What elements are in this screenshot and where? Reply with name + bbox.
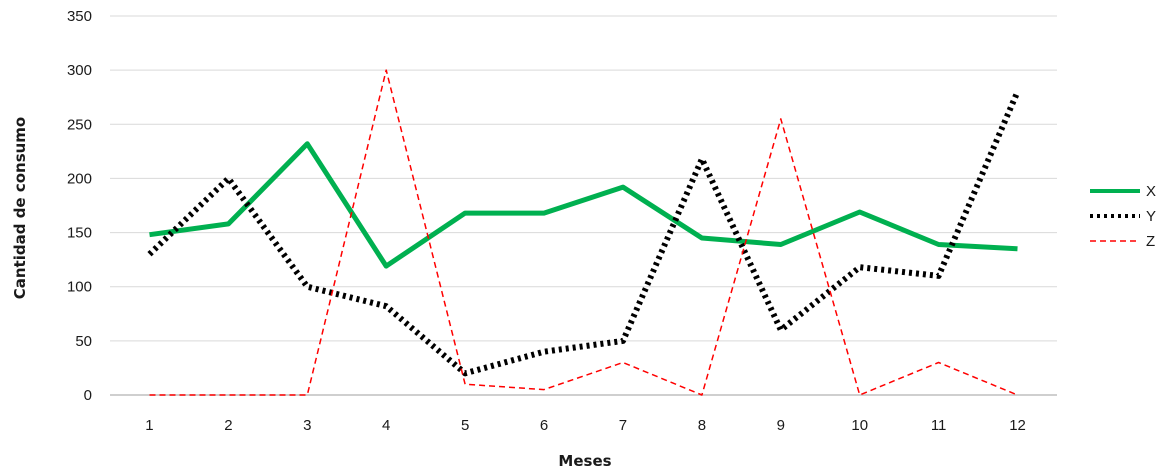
x-tick-label: 7	[619, 417, 627, 434]
data-point-z	[780, 118, 781, 119]
data-point-z	[386, 70, 387, 71]
data-point-x	[544, 213, 545, 214]
data-point-z	[228, 395, 229, 396]
data-point-y	[1017, 91, 1018, 92]
legend: XYZ	[1090, 183, 1156, 250]
data-point-x	[228, 223, 229, 224]
data-point-y	[544, 351, 545, 352]
data-point-z	[149, 395, 150, 396]
data-point-y	[859, 267, 860, 268]
data-point-x	[465, 213, 466, 214]
y-tick-label: 200	[67, 170, 92, 187]
series-lines	[147, 69, 1021, 396]
y-tick-label: 350	[67, 8, 92, 25]
y-tick-label: 0	[84, 387, 92, 404]
data-point-y	[386, 306, 387, 307]
data-point-y	[622, 340, 623, 341]
data-point-z	[1017, 395, 1018, 396]
data-point-x	[1017, 248, 1018, 249]
data-point-y	[307, 286, 308, 287]
data-point-x	[859, 211, 860, 212]
data-point-x	[780, 244, 781, 245]
y-tick-label: 50	[75, 333, 92, 350]
data-point-y	[228, 178, 229, 179]
legend-label-z: Z	[1146, 233, 1155, 250]
y-tick-label: 300	[67, 62, 92, 79]
data-point-x	[149, 234, 150, 235]
x-tick-label: 10	[851, 417, 868, 434]
data-point-y	[149, 254, 150, 255]
data-point-y	[938, 275, 939, 276]
data-point-z	[701, 395, 702, 396]
x-tick-label: 3	[303, 417, 311, 434]
data-point-x	[386, 266, 387, 267]
x-axis-ticks: 1 2 3 4 5 6 7 8 9 10 11 12	[145, 417, 1026, 434]
gridlines	[110, 15, 1057, 396]
data-point-z	[859, 395, 860, 396]
y-tick-label: 100	[67, 279, 92, 296]
legend-label-y: Y	[1146, 208, 1156, 225]
data-point-z	[622, 362, 623, 363]
x-tick-label: 9	[777, 417, 785, 434]
data-point-z	[465, 384, 466, 385]
y-axis-label: Cantidad de consumo	[11, 117, 29, 300]
data-point-z	[307, 395, 308, 396]
data-point-y	[465, 373, 466, 374]
x-tick-label: 6	[540, 417, 548, 434]
data-point-x	[938, 244, 939, 245]
series-line-x	[149, 141, 1018, 269]
x-tick-label: 8	[698, 417, 706, 434]
data-point-z	[938, 362, 939, 363]
x-tick-label: 11	[931, 417, 947, 434]
x-tick-label: 4	[382, 417, 390, 434]
x-tick-label: 2	[224, 417, 232, 434]
data-point-x	[701, 237, 702, 238]
x-tick-label: 12	[1009, 417, 1026, 434]
series-line-z	[149, 69, 1018, 396]
legend-label-x: X	[1146, 183, 1156, 200]
data-point-x	[307, 143, 308, 144]
x-tick-label: 5	[461, 417, 469, 434]
data-point-z	[544, 389, 545, 390]
y-axis-ticks: 0 50 100 150 200 250 300 350	[67, 8, 92, 404]
x-tick-label: 1	[145, 417, 153, 434]
x-axis-label: Meses	[558, 452, 611, 470]
y-tick-label: 150	[67, 225, 92, 242]
data-point-y	[701, 158, 702, 159]
data-point-y	[780, 330, 781, 331]
data-point-x	[622, 187, 623, 188]
y-tick-label: 250	[67, 116, 92, 133]
